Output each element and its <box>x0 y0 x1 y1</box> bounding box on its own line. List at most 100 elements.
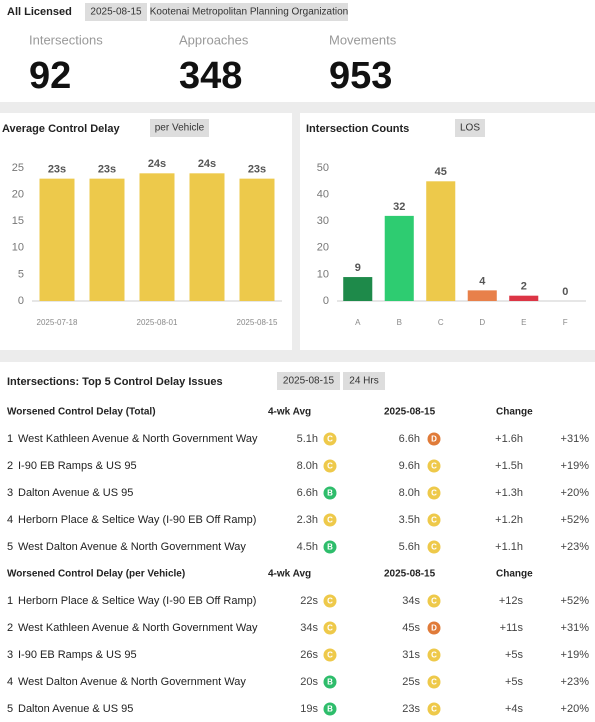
stat-label: Movements <box>329 32 397 47</box>
los-badge <box>323 648 337 662</box>
value-label: 32 <box>393 201 405 213</box>
los-badge <box>427 459 441 473</box>
avg-value: 8.0h <box>297 460 318 472</box>
value-label: 24s <box>198 158 216 170</box>
value-label: 9 <box>355 262 361 274</box>
x-tick-label: D <box>479 318 485 327</box>
los-letter: B <box>327 678 333 687</box>
los-badge <box>427 648 441 662</box>
change: +11s <box>500 622 524 634</box>
los-letter: D <box>431 435 437 444</box>
value-label: 0 <box>562 286 568 298</box>
change: +1.3h <box>495 487 523 499</box>
column-header: 2025-08-15 <box>384 569 436 580</box>
x-tick-label: B <box>397 318 402 327</box>
value-label: 45 <box>435 166 447 178</box>
los-letter: C <box>327 651 333 660</box>
los-badge <box>323 621 337 635</box>
los-badge <box>323 702 337 716</box>
badge-bg <box>455 119 485 137</box>
intersection-name: West Kathleen Avenue & North Government … <box>18 433 258 445</box>
rank: 2 <box>7 460 13 472</box>
los-letter: C <box>431 705 437 714</box>
los-badge <box>323 432 337 446</box>
change-pct: +52% <box>561 595 590 607</box>
x-tick-label: 2025-08-01 <box>137 318 178 327</box>
section-title: Worsened Control Delay (per Vehicle) <box>7 569 185 580</box>
badge-bg <box>85 3 147 21</box>
stat-value: 92 <box>29 55 71 97</box>
los-letter: C <box>431 651 437 660</box>
date-badge[interactable]: 2025-08-15 <box>90 7 142 18</box>
day-value: 34s <box>402 595 420 607</box>
intersection-name: Dalton Avenue & US 95 <box>18 703 133 715</box>
period-badge[interactable]: 24 Hrs <box>349 376 378 387</box>
rank: 3 <box>7 649 13 661</box>
stat-label: Intersections <box>29 32 103 47</box>
intersection-name: West Dalton Avenue & North Government Wa… <box>18 676 246 688</box>
bar <box>384 215 414 301</box>
page-title: All Licensed <box>7 6 72 18</box>
change-pct: +52% <box>561 514 590 526</box>
y-tick-label: 40 <box>317 189 329 201</box>
bar <box>89 178 125 301</box>
stat-label: Approaches <box>179 32 249 47</box>
value-label: 24s <box>148 158 166 170</box>
day-value: 9.6h <box>399 460 420 472</box>
change-pct: +19% <box>561 649 590 661</box>
rank: 5 <box>7 541 13 553</box>
day-value: 3.5h <box>399 514 420 526</box>
value-label: 23s <box>248 164 266 176</box>
change-pct: +23% <box>561 676 590 688</box>
y-tick-label: 20 <box>317 242 329 254</box>
intersection-name: Dalton Avenue & US 95 <box>18 487 133 499</box>
badge-bg <box>343 372 385 390</box>
org-badge[interactable]: Kootenai Metropolitan Planning Organizat… <box>150 7 348 18</box>
avg-value: 4.5h <box>297 541 318 553</box>
table-panel <box>0 362 595 722</box>
badge-bg <box>150 119 209 137</box>
change-pct: +31% <box>561 433 590 445</box>
value-label: 23s <box>98 164 116 176</box>
bar <box>509 295 539 301</box>
bar <box>39 178 75 301</box>
day-value: 31s <box>402 649 420 661</box>
rank: 4 <box>7 514 13 526</box>
x-tick-label: 2025-07-18 <box>37 318 78 327</box>
los-letter: C <box>431 543 437 552</box>
los-letter: C <box>431 597 437 606</box>
chart-title: Intersection Counts <box>306 123 409 135</box>
value-label: 23s <box>48 164 66 176</box>
y-tick-label: 5 <box>18 268 24 280</box>
change: +1.1h <box>495 541 523 553</box>
los-letter: C <box>431 678 437 687</box>
change: +1.5h <box>495 460 523 472</box>
avg-value: 34s <box>300 622 318 634</box>
date-badge[interactable]: 2025-08-15 <box>283 376 335 387</box>
los-badge <box>427 540 441 554</box>
unit-badge[interactable]: LOS <box>460 123 480 134</box>
x-tick-label: 2025-08-15 <box>237 318 278 327</box>
los-letter: B <box>327 705 333 714</box>
intersection-name: West Dalton Avenue & North Government Wa… <box>18 541 246 553</box>
y-tick-label: 15 <box>12 215 24 227</box>
bar <box>343 277 373 301</box>
column-header: 4-wk Avg <box>268 407 311 418</box>
bar <box>467 290 497 301</box>
los-badge <box>427 702 441 716</box>
y-tick-label: 0 <box>18 295 24 307</box>
value-label: 4 <box>479 275 486 287</box>
x-tick-label: A <box>355 318 361 327</box>
los-letter: C <box>431 516 437 525</box>
column-header: Change <box>496 569 533 580</box>
change-pct: +19% <box>561 460 590 472</box>
rank: 3 <box>7 487 13 499</box>
y-tick-label: 30 <box>317 215 329 227</box>
change: +4s <box>505 703 524 715</box>
los-letter: C <box>327 435 333 444</box>
intersection-name: Herborn Place & Seltice Way (I-90 EB Off… <box>18 595 256 607</box>
unit-badge[interactable]: per Vehicle <box>155 123 205 134</box>
los-letter: B <box>327 489 333 498</box>
avg-value: 26s <box>300 649 318 661</box>
